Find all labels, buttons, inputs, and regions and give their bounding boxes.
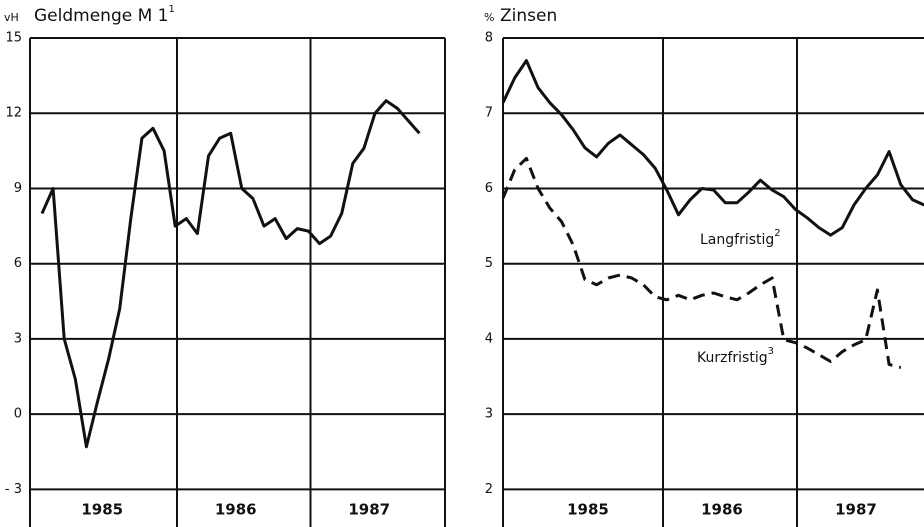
y-tick-label: 4	[485, 331, 493, 346]
y-tick-label: 3	[14, 331, 22, 346]
unit-label: %	[484, 11, 494, 24]
x-tick-label: 1985	[567, 501, 609, 519]
unit-label: vH	[4, 11, 19, 24]
y-tick-label: 0	[14, 407, 22, 422]
y-tick-label: 9	[14, 181, 22, 196]
x-tick-label: 1986	[215, 501, 257, 519]
x-tick-label: 1987	[348, 501, 390, 519]
x-tick-label: 1985	[81, 501, 123, 519]
y-tick-label: 6	[485, 181, 493, 196]
data-line	[40, 99, 421, 449]
y-tick-label: 5	[485, 256, 493, 271]
y-tick-label: 12	[5, 106, 22, 121]
chart-title: Geldmenge M 11	[34, 4, 175, 26]
y-tick-label: - 3	[5, 482, 22, 497]
y-tick-label: 8	[485, 31, 493, 46]
x-tick-label: 1986	[701, 501, 743, 519]
y-tick-label: 15	[5, 31, 22, 46]
x-tick-label: 1987	[835, 501, 877, 519]
y-tick-label: 2	[485, 482, 493, 497]
annotation: Langfristig2	[700, 228, 781, 248]
annotation: Kurzfristig3	[697, 346, 774, 366]
chart-title: Zinsen	[500, 6, 557, 26]
data-line	[501, 156, 902, 369]
y-tick-label: 3	[485, 407, 493, 422]
y-tick-label: 6	[14, 256, 22, 271]
data-line	[501, 59, 924, 237]
y-tick-label: 7	[485, 106, 493, 121]
